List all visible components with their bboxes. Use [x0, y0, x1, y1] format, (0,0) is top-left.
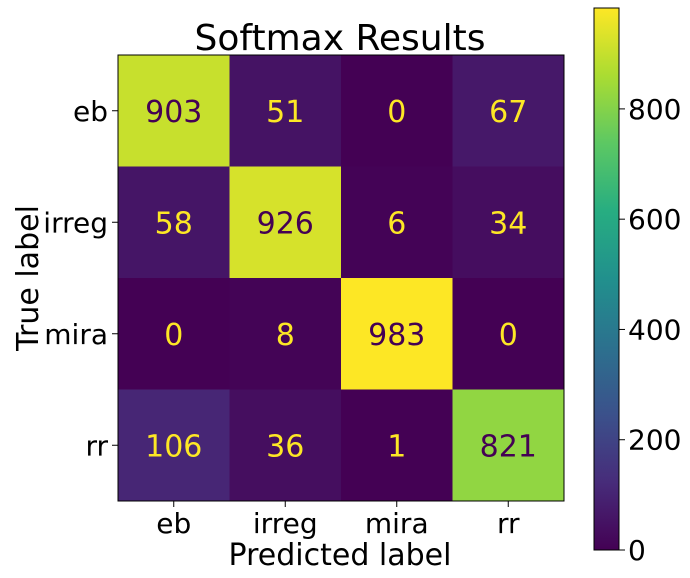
x-tick-label: eb: [156, 507, 191, 540]
chart-title: Softmax Results: [195, 18, 486, 59]
heatmap-cell: [229, 389, 341, 501]
y-axis-ticks: eb irreg mira rr: [43, 95, 118, 462]
colorbar-tick-label: 0: [628, 534, 646, 567]
heatmap-cell: [229, 55, 341, 167]
heatmap-cells: [118, 55, 564, 501]
heatmap-cell: [229, 278, 341, 390]
heatmap-cell: [341, 278, 453, 390]
x-axis-label: Predicted label: [229, 538, 452, 573]
plot-frame: [117, 54, 565, 502]
cell-value-label: 0: [164, 318, 183, 353]
heatmap-cell: [341, 166, 453, 278]
x-tick-label: irreg: [253, 507, 318, 540]
x-tick-label: rr: [497, 507, 520, 540]
colorbar-tick-label: 600: [628, 203, 681, 236]
cell-value-label: 926: [257, 206, 314, 241]
heatmap-cell: [341, 389, 453, 501]
colorbar-ticks: 0 200 400 600 800: [619, 93, 681, 567]
heatmap-cell: [229, 166, 341, 278]
heatmap-cell: [118, 166, 230, 278]
cell-value-label: 6: [387, 206, 406, 241]
cell-value-label: 821: [480, 429, 537, 464]
y-tick-label: eb: [73, 95, 108, 128]
heatmap-cell: [452, 278, 564, 390]
heatmap-cell: [452, 389, 564, 501]
y-tick-label: rr: [85, 429, 108, 462]
cell-value-label: 1: [387, 429, 406, 464]
heatmap-cell: [341, 55, 453, 167]
cell-value-label: 67: [489, 95, 527, 130]
colorbar-tick-label: 800: [628, 93, 681, 126]
cell-value-label: 0: [499, 318, 518, 353]
cell-value-label: 0: [387, 95, 406, 130]
heatmap-cell: [118, 278, 230, 390]
heatmap-cell: [118, 389, 230, 501]
cell-value-label: 36: [266, 429, 304, 464]
x-axis-ticks: eb irreg mira rr: [156, 501, 520, 540]
heatmap-cell: [452, 55, 564, 167]
cell-value-label: 8: [276, 318, 295, 353]
x-tick-label: mira: [365, 507, 429, 540]
cell-value-label: 51: [266, 95, 304, 130]
heatmap-cell: [118, 55, 230, 167]
cell-value-label: 903: [145, 95, 202, 130]
cell-value-label: 106: [145, 429, 202, 464]
cell-value-label: 34: [489, 206, 527, 241]
colorbar: [593, 7, 620, 551]
y-tick-label: irreg: [43, 206, 108, 239]
colorbar-tick-label: 200: [628, 424, 681, 457]
colorbar-tick-label: 400: [628, 313, 681, 346]
heatmap-cell-labels: 903 51 0 67 58 926 6 34 0 8 983 0 106 36 1 821: [145, 95, 537, 465]
y-tick-label: mira: [44, 318, 108, 351]
heatmap-cell: [452, 166, 564, 278]
cell-value-label: 58: [155, 206, 193, 241]
cell-value-label: 983: [368, 318, 425, 353]
y-axis-label: True label: [11, 205, 46, 352]
